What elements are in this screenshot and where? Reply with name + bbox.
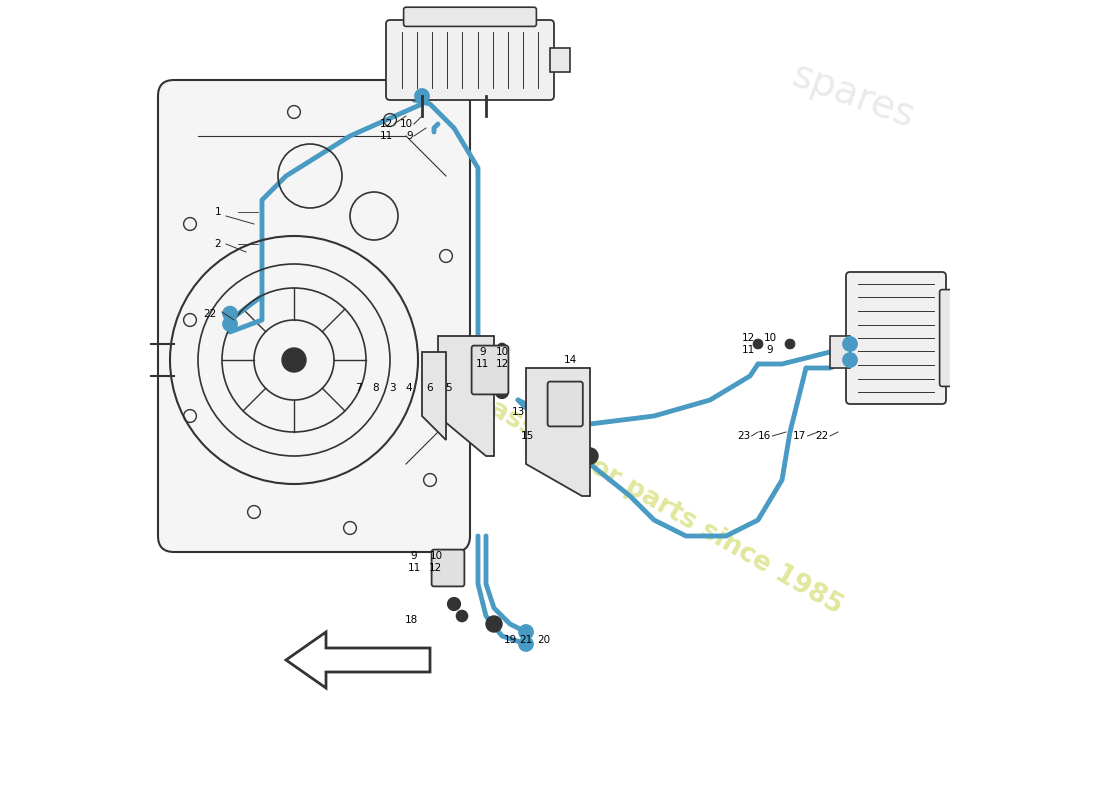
- Text: 11: 11: [407, 563, 420, 573]
- Text: 7: 7: [354, 383, 361, 393]
- Text: 12: 12: [495, 359, 508, 369]
- Text: 10: 10: [430, 551, 443, 561]
- Text: 23: 23: [737, 431, 750, 441]
- Text: spares: spares: [788, 56, 921, 136]
- Circle shape: [456, 610, 468, 622]
- FancyArrowPatch shape: [333, 652, 427, 668]
- FancyBboxPatch shape: [472, 346, 508, 394]
- Circle shape: [477, 343, 487, 353]
- Text: 11: 11: [741, 346, 755, 355]
- Text: 11: 11: [379, 131, 393, 141]
- Text: 3: 3: [389, 383, 396, 393]
- Circle shape: [448, 598, 461, 610]
- Text: 10: 10: [399, 119, 412, 129]
- Text: 10: 10: [495, 347, 508, 357]
- Polygon shape: [526, 368, 590, 496]
- FancyBboxPatch shape: [386, 20, 554, 100]
- Circle shape: [785, 339, 795, 349]
- Circle shape: [440, 398, 452, 410]
- FancyBboxPatch shape: [939, 290, 954, 386]
- Text: 8: 8: [372, 383, 378, 393]
- Text: 15: 15: [521, 431, 535, 441]
- Text: 9: 9: [410, 551, 417, 561]
- Text: 17: 17: [793, 431, 806, 441]
- Text: 19: 19: [504, 635, 517, 645]
- Circle shape: [519, 637, 534, 651]
- Circle shape: [754, 339, 762, 349]
- Circle shape: [415, 89, 429, 103]
- Text: 12: 12: [379, 119, 393, 129]
- Text: 9: 9: [767, 346, 773, 355]
- Polygon shape: [550, 48, 570, 72]
- Circle shape: [519, 625, 534, 639]
- Circle shape: [431, 562, 444, 574]
- Circle shape: [843, 337, 857, 351]
- Polygon shape: [830, 336, 850, 368]
- Text: 14: 14: [563, 355, 576, 365]
- Circle shape: [497, 343, 507, 353]
- Text: 11: 11: [476, 359, 490, 369]
- Circle shape: [843, 353, 857, 367]
- Text: a passion for parts since 1985: a passion for parts since 1985: [446, 373, 847, 619]
- Circle shape: [546, 371, 554, 381]
- Text: 22: 22: [204, 309, 217, 318]
- Circle shape: [440, 350, 452, 362]
- Text: 20: 20: [537, 635, 550, 645]
- Text: 4: 4: [405, 383, 411, 393]
- Text: 22: 22: [815, 431, 828, 441]
- FancyBboxPatch shape: [548, 382, 583, 426]
- Circle shape: [496, 386, 508, 398]
- Text: 21: 21: [519, 635, 532, 645]
- Text: 6: 6: [427, 383, 433, 393]
- Text: 10: 10: [763, 333, 777, 342]
- Circle shape: [582, 448, 598, 464]
- FancyBboxPatch shape: [846, 272, 946, 404]
- Text: 12: 12: [741, 333, 755, 342]
- Text: 12: 12: [429, 563, 442, 573]
- Text: 9: 9: [407, 131, 414, 141]
- Circle shape: [486, 616, 502, 632]
- Circle shape: [561, 371, 571, 381]
- Text: 16: 16: [758, 431, 771, 441]
- Circle shape: [223, 317, 238, 331]
- Polygon shape: [422, 352, 446, 440]
- Text: 18: 18: [405, 615, 418, 625]
- FancyBboxPatch shape: [404, 7, 537, 26]
- Polygon shape: [286, 632, 430, 688]
- FancyBboxPatch shape: [431, 550, 464, 586]
- Text: 2: 2: [214, 239, 221, 249]
- Text: 13: 13: [512, 407, 525, 417]
- Polygon shape: [438, 336, 494, 456]
- Circle shape: [223, 306, 238, 321]
- Text: 9: 9: [480, 347, 486, 357]
- FancyBboxPatch shape: [158, 80, 470, 552]
- Circle shape: [542, 392, 558, 408]
- Circle shape: [282, 348, 306, 372]
- Circle shape: [475, 386, 488, 398]
- Circle shape: [572, 392, 588, 408]
- Text: 5: 5: [446, 383, 452, 393]
- Text: 1: 1: [214, 207, 221, 217]
